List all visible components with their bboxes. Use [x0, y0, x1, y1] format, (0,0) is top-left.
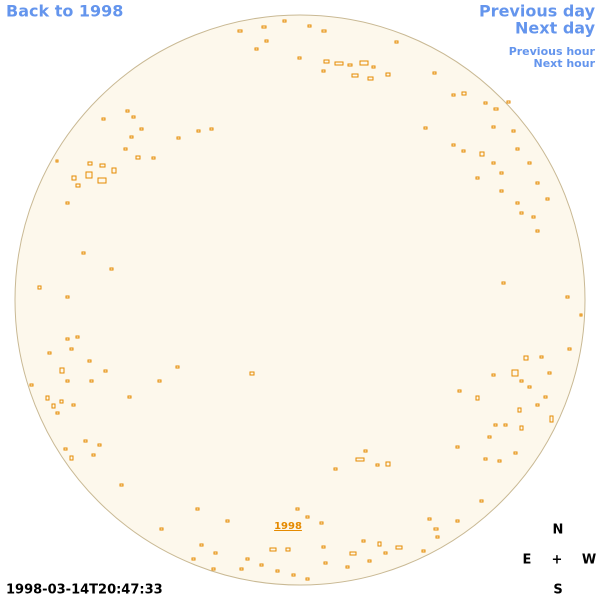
previous-hour-link[interactable]: Previous hour [509, 45, 596, 58]
back-link[interactable]: Back to 1998 [6, 2, 123, 21]
timestamp: 1998-03-14T20:47:33 [6, 583, 163, 598]
active-regions [29, 19, 583, 581]
solar-disk [14, 14, 586, 586]
compass-west: W [582, 553, 596, 568]
next-day-link[interactable]: Next day [515, 19, 596, 38]
next-hour-link[interactable]: Next hour [534, 57, 596, 70]
year-label[interactable]: 1998 [274, 521, 302, 532]
compass-center: + [552, 553, 563, 568]
previous-day-link[interactable]: Previous day [479, 2, 596, 21]
compass-east: E [523, 553, 532, 568]
compass-south: S [553, 583, 562, 598]
compass-north: N [553, 523, 564, 538]
